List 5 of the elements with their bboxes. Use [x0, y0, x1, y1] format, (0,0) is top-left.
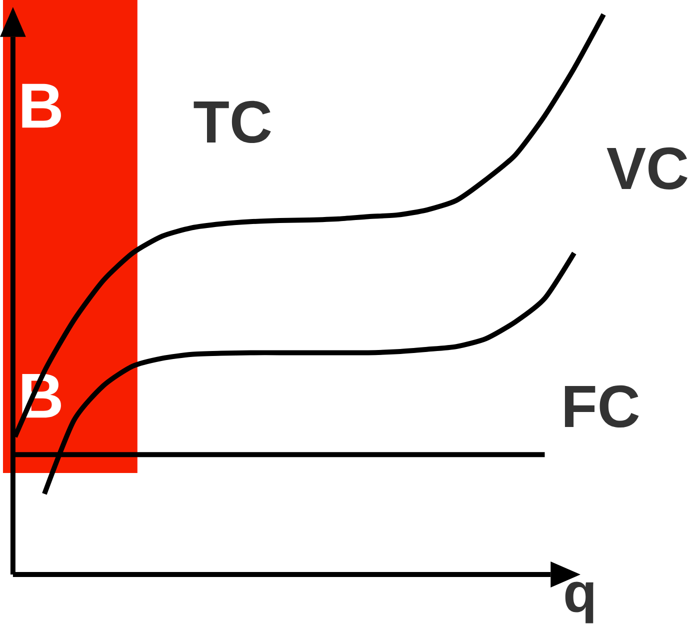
annotation: B: [22, 84, 61, 128]
series-label: VC: [606, 147, 688, 190]
series-label: TC: [194, 100, 271, 143]
x-axis-title: q: [565, 582, 594, 624]
series-label: FC: [564, 385, 639, 428]
